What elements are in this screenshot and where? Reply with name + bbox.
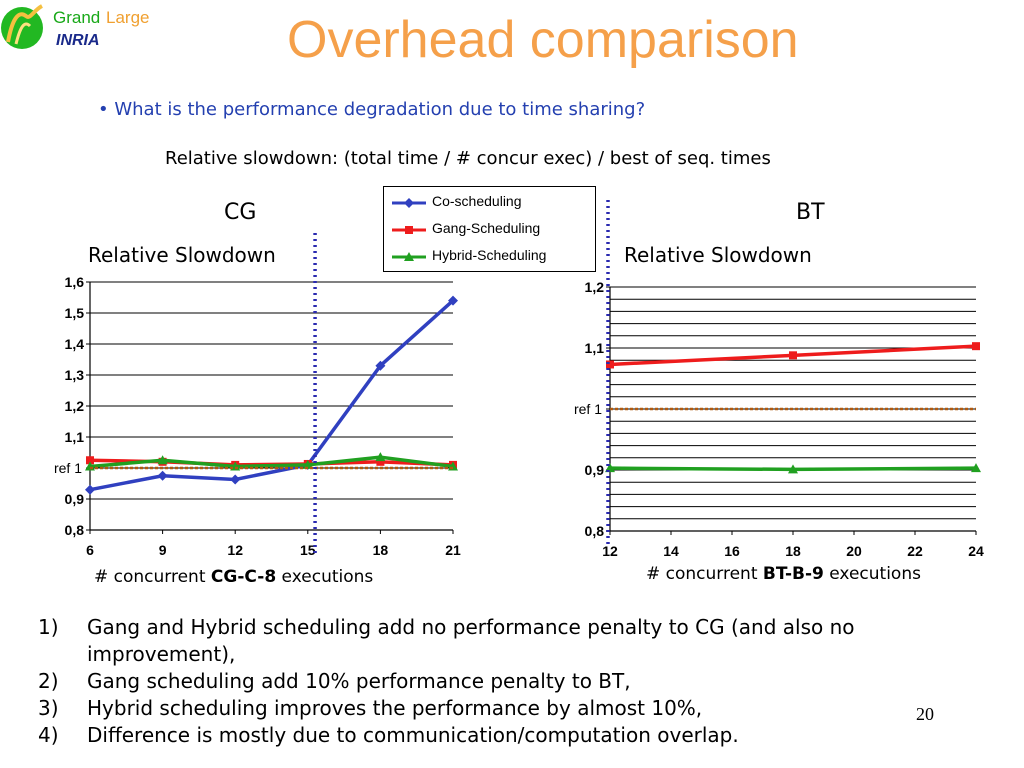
bt-x-axis-title: # concurrent BT-B-9 executions [646, 564, 921, 584]
cg-y-axis-label: Relative Slowdown [88, 243, 276, 267]
y-tick-label: 1,2 [585, 279, 605, 295]
logo-large-text: Large [106, 8, 150, 27]
cg-x-axis-title: # concurrent CG-C-8 executions [94, 567, 374, 587]
conclusion-item: 2) Gang scheduling add 10% performance pe… [38, 669, 631, 693]
data-point [302, 459, 313, 469]
logo-inria-text: INRIA [56, 32, 100, 49]
data-point [376, 457, 385, 466]
x-tick-label: 16 [724, 543, 740, 559]
legend-markers [392, 198, 426, 261]
y-tick-label: 1,3 [65, 367, 85, 383]
y-tick-label-ref: ref 1 [54, 460, 82, 476]
y-tick-label: 0,8 [65, 522, 85, 538]
logo-grand-text: Grand [53, 8, 101, 27]
legend-label-gang-scheduling: Gang-Scheduling [432, 220, 541, 236]
x-tick-label: 14 [663, 543, 679, 559]
y-tick-label: 1,1 [65, 429, 85, 445]
bt-y-axis-label: Relative Slowdown [624, 243, 812, 267]
data-point [606, 360, 614, 369]
data-point [375, 452, 386, 462]
bt-chart: 0,8 0,9 ref 1 1,1 1,2 12 14 16 18 20 22 24 [574, 200, 984, 559]
grand-large-logo-icon [1, 4, 44, 49]
x-tick-label: 22 [907, 543, 923, 559]
x-tick-label: 21 [445, 542, 461, 558]
data-point [86, 456, 94, 465]
slowdown-formula: Relative slowdown: (total time / # concu… [165, 148, 771, 169]
data-point [157, 455, 168, 465]
conclusion-item: 3) Hybrid scheduling improves the perform… [38, 696, 703, 720]
page-number: 20 [916, 704, 934, 724]
legend-label-co-scheduling: Co-scheduling [432, 193, 522, 209]
y-tick-label: 1,4 [65, 336, 85, 352]
bt-chart-name: BT [796, 200, 825, 225]
y-tick-label: 0,9 [65, 491, 85, 507]
slide-title: Overhead comparison [287, 11, 799, 69]
data-point [788, 464, 798, 474]
x-tick-label: 12 [602, 543, 618, 559]
chart-legend: Co-scheduling Gang-Scheduling Hybrid-Sch… [383, 186, 596, 272]
bullet-question: • What is the performance degradation du… [98, 99, 646, 120]
legend-marker-hybrid-scheduling [392, 252, 426, 261]
legend-marker-gang-scheduling [392, 226, 426, 234]
y-tick-label: 1,5 [65, 305, 85, 321]
data-point [157, 470, 168, 481]
y-tick-label: 0,9 [585, 462, 605, 478]
data-point [789, 351, 797, 360]
y-tick-label: 1,6 [65, 274, 85, 290]
conclusion-item: 4) Difference is mostly due to communicat… [38, 723, 739, 747]
y-tick-label: 1,1 [585, 340, 605, 356]
series-line [89, 455, 454, 469]
data-point [972, 342, 980, 351]
data-point [230, 474, 241, 485]
x-tick-label: 9 [159, 542, 167, 558]
cg-chart-name: CG [224, 200, 257, 225]
conclusions-list: 1) Gang and Hybrid scheduling add no perf… [38, 614, 998, 749]
x-tick-label: 18 [373, 542, 389, 558]
x-tick-label: 18 [785, 543, 801, 559]
data-point [605, 463, 615, 473]
data-point [375, 360, 386, 371]
legend-label-hybrid-scheduling: Hybrid-Scheduling [432, 247, 547, 263]
y-tick-label: 1,2 [65, 398, 85, 414]
series-line [89, 299, 455, 492]
x-tick-label: 24 [968, 543, 984, 559]
legend-marker-co-scheduling [392, 198, 426, 208]
x-tick-label: 20 [846, 543, 862, 559]
y-tick-label-ref: ref 1 [574, 401, 602, 417]
cg-chart: 0,8 0,9 ref 1 1,1 1,2 1,3 1,4 1,5 1,6 6 9 12 15 18 21 [54, 233, 461, 558]
y-tick-label: 0,8 [585, 523, 605, 539]
data-point [971, 463, 981, 473]
data-point [85, 484, 95, 495]
x-tick-label: 6 [86, 542, 94, 558]
conclusion-item: 1) Gang and Hybrid scheduling add no perf… [38, 615, 855, 666]
data-point [448, 295, 458, 306]
x-tick-label: 12 [227, 542, 243, 558]
x-tick-label: 15 [300, 542, 316, 558]
